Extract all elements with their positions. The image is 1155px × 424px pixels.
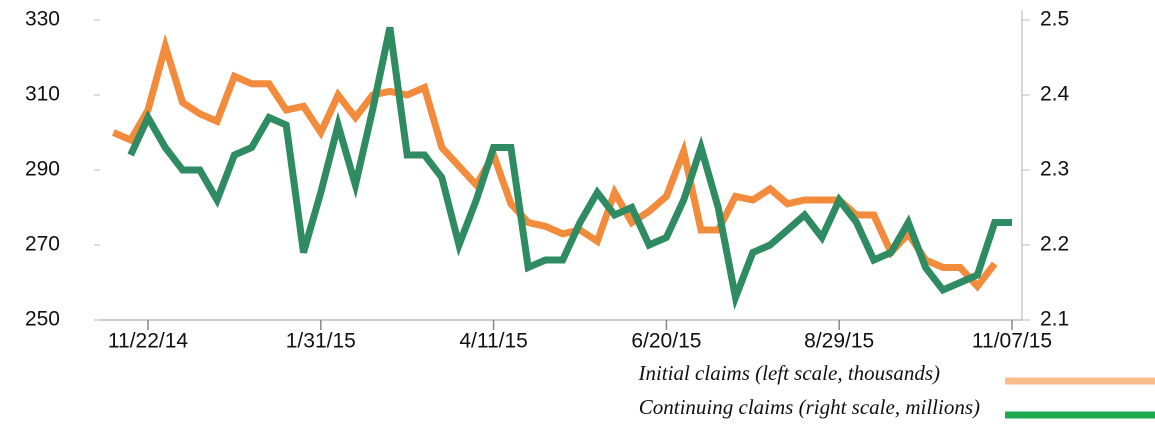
y2-tick-label: 2.2	[1040, 233, 1069, 256]
y2-tick-label: 2.5	[1040, 8, 1069, 31]
x-tick-label: 1/31/15	[286, 330, 356, 353]
series-line	[127, 26, 1012, 311]
x-tick-label: 11/22/14	[108, 330, 189, 353]
y2-tick-label: 2.4	[1040, 83, 1070, 106]
x-tick-label: 6/20/15	[631, 330, 701, 353]
series-line	[112, 33, 998, 292]
y2-tick-label: 2.3	[1040, 158, 1069, 181]
legend-label: Initial claims (left scale, thousands)	[637, 361, 940, 385]
x-tick-label: 11/07/15	[972, 330, 1052, 353]
y-tick-label: 290	[25, 158, 60, 181]
x-tick-label: 8/29/15	[804, 330, 874, 353]
y-tick-label: 250	[25, 308, 60, 331]
y-tick-label: 330	[25, 8, 60, 31]
x-tick-label: 4/11/15	[459, 330, 528, 353]
legend-label: Continuing claims (right scale, millions…	[639, 395, 980, 419]
y-tick-label: 270	[25, 233, 60, 256]
y-tick-label: 310	[25, 83, 60, 106]
y2-tick-label: 2.1	[1040, 308, 1069, 331]
